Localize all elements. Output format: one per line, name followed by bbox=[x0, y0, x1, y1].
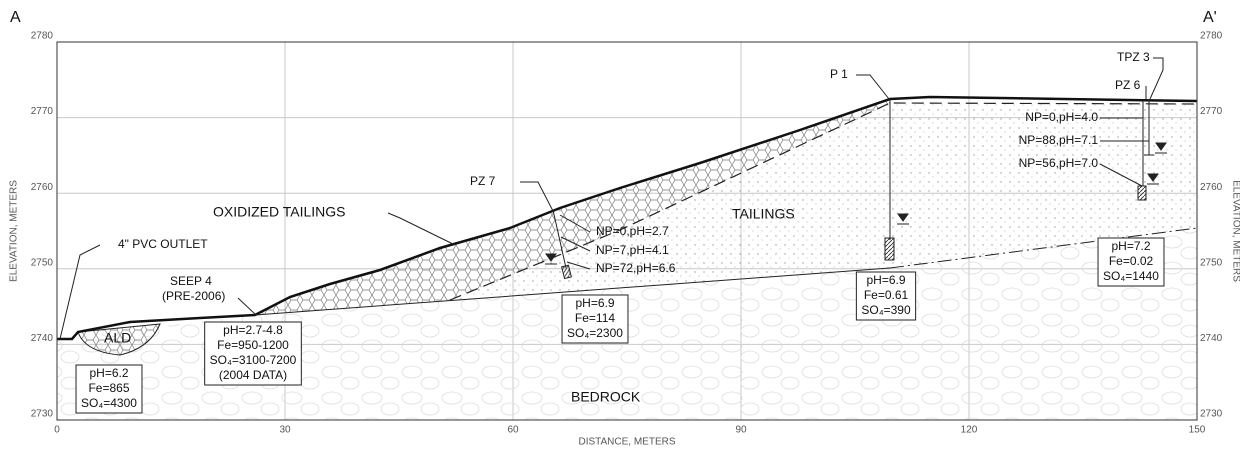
box-line: SO₄=3100-7200 bbox=[210, 353, 297, 367]
reading: NP=72,pH=6.6 bbox=[596, 261, 676, 275]
box-line: Fe=0.61 bbox=[864, 288, 909, 302]
callout: PZ 7 bbox=[470, 174, 496, 188]
box-line: Fe=0.02 bbox=[1109, 254, 1154, 268]
x-axis-title: DISTANCE, METERS bbox=[578, 437, 675, 448]
callout: TPZ 3 bbox=[1117, 50, 1150, 64]
y-tick-label: 2740 bbox=[31, 333, 54, 344]
tailings bbox=[450, 103, 1197, 301]
water-levels bbox=[545, 142, 1167, 265]
box-line: SO₄=1440 bbox=[1103, 269, 1159, 283]
y-tick-label: 2730 bbox=[31, 409, 54, 420]
reading: NP=7,pH=4.1 bbox=[596, 243, 669, 257]
section-end-label: A bbox=[10, 9, 21, 26]
callout: (PRE-2006) bbox=[162, 289, 225, 303]
y-tick-label: 2760 bbox=[31, 182, 54, 193]
ground-surface bbox=[57, 95, 1198, 341]
box-line: Fe=865 bbox=[88, 381, 129, 395]
callout: P 1 bbox=[830, 67, 848, 81]
box-frame bbox=[204, 321, 302, 386]
bedrock-contact bbox=[254, 267, 891, 316]
box-line: Fe=950-1200 bbox=[217, 338, 289, 352]
y-axis-title: ELEVATION, METERS bbox=[1230, 180, 1240, 282]
y-tick-label: 2770 bbox=[1200, 106, 1223, 117]
bedrock-contact-inferred bbox=[889, 227, 1198, 269]
x-tick-label: 0 bbox=[54, 425, 60, 436]
reading: NP=88,pH=7.1 bbox=[1019, 133, 1099, 147]
box-frame bbox=[855, 271, 917, 321]
x-tick-label: 150 bbox=[1189, 425, 1206, 436]
y-tick-label: 2750 bbox=[31, 257, 54, 268]
x-tick-label: 120 bbox=[961, 425, 978, 436]
y-tick-label: 2780 bbox=[31, 31, 54, 42]
unit-label: OXIDIZED TAILINGS bbox=[213, 204, 346, 220]
reading: NP=0,pH=2.7 bbox=[596, 224, 669, 238]
plot-frame bbox=[56, 41, 1198, 421]
wells bbox=[552, 99, 1154, 280]
y-tick-label: 2730 bbox=[1200, 409, 1223, 420]
x-tick-label: 90 bbox=[735, 425, 747, 436]
box-line: SO₄=390 bbox=[861, 303, 911, 317]
unit-label: BEDROCK bbox=[571, 389, 641, 405]
box-frame bbox=[561, 294, 629, 344]
box-frame bbox=[75, 364, 143, 414]
ald-zone bbox=[77, 323, 161, 356]
reading: NP=56,pH=7.0 bbox=[1019, 156, 1099, 170]
callout: 4" PVC OUTLET bbox=[118, 237, 208, 251]
oxidized-boundary bbox=[449, 102, 1198, 301]
box-line: pH=2.7-4.8 bbox=[223, 323, 283, 337]
box-line: (2004 DATA) bbox=[219, 368, 287, 382]
leaders bbox=[59, 57, 1164, 340]
unit-label: ALD bbox=[104, 330, 131, 346]
section-end-label: A' bbox=[1203, 9, 1217, 26]
unit-label: TAILINGS bbox=[732, 206, 795, 222]
y-axis-title: ELEVATION, METERS bbox=[9, 180, 20, 282]
readings: NP=0,pH=2.7 NP=7,pH=4.1 NP=72,pH=6.6 NP=0,p… bbox=[596, 110, 1098, 275]
box-line: pH=6.9 bbox=[866, 273, 905, 287]
box-line: pH=7.2 bbox=[1111, 239, 1150, 253]
y-tick-label: 2760 bbox=[1200, 182, 1223, 193]
x-tick-label: 60 bbox=[507, 425, 519, 436]
callout: SEEP 4 bbox=[170, 274, 212, 288]
box-line: pH=6.9 bbox=[575, 296, 614, 310]
y-tick-label: 2780 bbox=[1200, 31, 1223, 42]
reading: NP=0,pH=4.0 bbox=[1025, 110, 1098, 124]
box-frame bbox=[1097, 237, 1165, 287]
x-tick-label: 30 bbox=[279, 425, 291, 436]
callout: PZ 6 bbox=[1115, 78, 1141, 92]
y-tick-label: 2740 bbox=[1200, 333, 1223, 344]
box-line: SO₄=4300 bbox=[81, 396, 137, 410]
box-line: SO₄=2300 bbox=[567, 326, 623, 340]
y-tick-label: 2770 bbox=[31, 106, 54, 117]
box-line: Fe=114 bbox=[575, 311, 615, 325]
y-tick-label: 2750 bbox=[1200, 257, 1223, 268]
box-line: pH=6.2 bbox=[89, 366, 128, 380]
